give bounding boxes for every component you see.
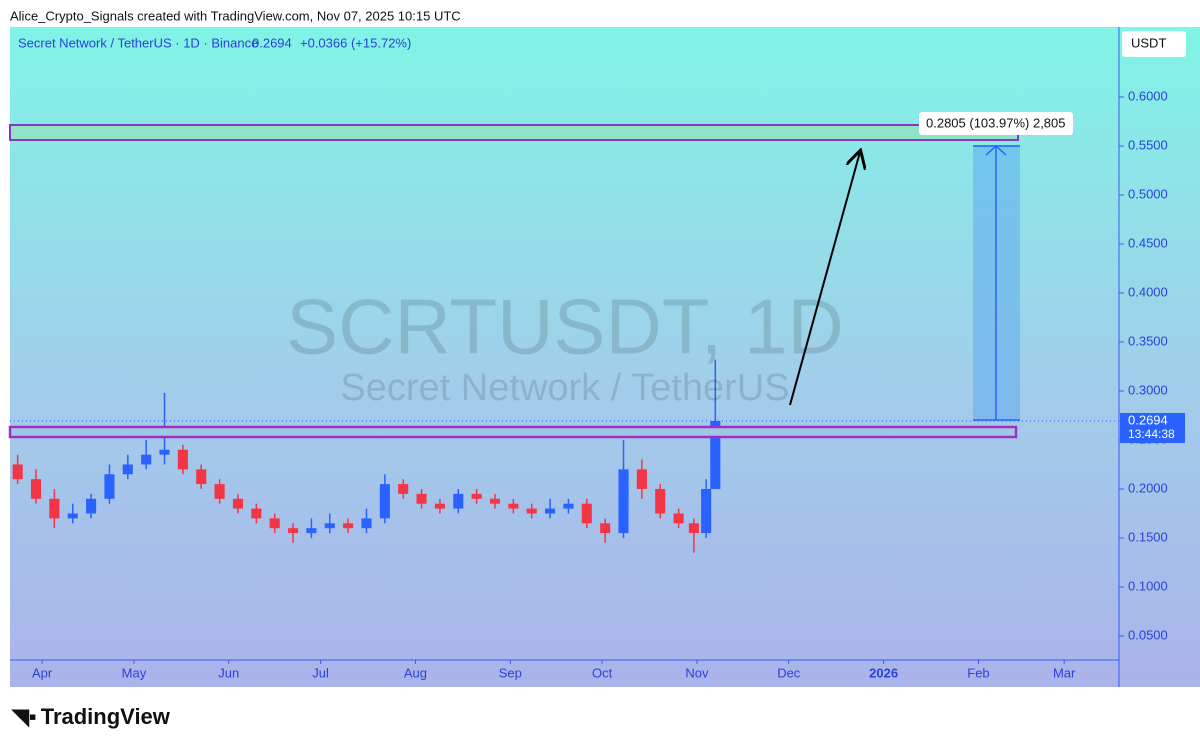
y-tick-label: 0.5500	[1128, 137, 1168, 152]
candle-body	[86, 498, 97, 514]
y-tick-label: 0.5000	[1128, 186, 1168, 201]
support-zone	[8, 425, 1018, 439]
candle-body	[398, 484, 409, 494]
x-tick-label: Sep	[499, 665, 522, 680]
candle-body	[12, 464, 23, 480]
x-tick-label: May	[122, 665, 147, 680]
candle-body	[471, 493, 482, 499]
candle-body	[489, 498, 501, 504]
candle-body	[434, 503, 445, 509]
candle-body	[508, 503, 519, 509]
candle-body	[545, 508, 556, 514]
currency-button[interactable]	[1122, 31, 1186, 57]
x-tick-label: Mar	[1053, 665, 1076, 680]
candle-body	[324, 523, 335, 529]
last-price: 0.2694	[252, 35, 292, 50]
candle-body	[122, 464, 133, 475]
x-tick-label: Feb	[967, 665, 989, 680]
candle-body	[526, 508, 537, 514]
header: Alice_Crypto_Signals created with Tradin…	[10, 8, 461, 23]
candle-body	[104, 474, 115, 499]
candle-body	[214, 484, 225, 499]
candle-body	[453, 493, 464, 509]
candle-body	[67, 513, 78, 519]
currency[interactable]: USDT	[1131, 35, 1166, 50]
candle-body	[563, 503, 574, 509]
measure-label-box	[919, 112, 1073, 135]
candle-body	[251, 508, 262, 519]
plot	[12, 359, 721, 553]
footer-logo: ◥▪ TradingView	[11, 704, 171, 729]
x-tick-label: Jul	[312, 665, 329, 680]
candle-body	[159, 449, 170, 455]
resistance-zone	[9, 124, 1019, 141]
y-tick-label: 0.3500	[1128, 333, 1168, 348]
last-price-label: 0.2694	[1128, 412, 1168, 427]
candle-body	[688, 523, 699, 534]
x-tick-label: Oct	[592, 665, 613, 680]
candle-body	[343, 523, 354, 529]
candle-body	[361, 518, 372, 529]
candle-body	[581, 503, 592, 524]
candle-body	[196, 469, 207, 485]
y-tick-label: 0.3000	[1128, 382, 1168, 397]
last-price-box	[1120, 412, 1185, 443]
projection-arrow	[789, 152, 860, 406]
candle-body	[416, 493, 427, 504]
x-tick-label: 2026	[869, 665, 898, 680]
countdown: 13:44:38	[1128, 427, 1175, 441]
candle-body	[636, 469, 647, 489]
y-tick-label: 0.1000	[1128, 578, 1168, 593]
candle-body	[306, 528, 317, 534]
candle-body	[701, 488, 712, 534]
candle-body	[177, 449, 188, 470]
y-tick-label: 0.6000	[1128, 88, 1168, 103]
candle-body	[673, 513, 684, 524]
watermark-name: Secret Network / TetherUS	[340, 367, 789, 409]
candle-body	[618, 469, 629, 534]
y-tick-label: 0.4000	[1128, 284, 1168, 299]
candle-body	[710, 420, 721, 489]
candle-body	[232, 498, 244, 509]
candle-body	[49, 498, 60, 519]
logo-text: TradingView	[41, 704, 171, 729]
x-tick-label: Nov	[685, 665, 709, 680]
y-tick-label: 0.4500	[1128, 235, 1168, 250]
x-tick-label: Dec	[777, 665, 801, 680]
candle-body	[269, 518, 280, 529]
symbol-info: Secret Network / TetherUS · 1D · Binance	[18, 35, 258, 50]
x-tick-label: Apr	[32, 665, 53, 680]
candle-body	[141, 454, 152, 465]
candle-body	[600, 523, 611, 534]
x-tick-label: Aug	[404, 665, 427, 680]
logo-icon: ◥▪	[11, 704, 37, 729]
candle-body	[655, 488, 666, 514]
y-tick-label: 0.1500	[1128, 529, 1168, 544]
price-change: +0.0366 (+15.72%)	[300, 35, 411, 50]
candle-body	[287, 528, 299, 534]
x-tick-label: Jun	[218, 665, 239, 680]
watermark-symbol: SCRTUSDT, 1D	[286, 283, 844, 371]
measure-label: 0.2805 (103.97%) 2,805	[926, 115, 1066, 130]
candle-body	[379, 484, 390, 519]
candle-body	[30, 479, 42, 499]
y-tick-label: 0.0500	[1128, 627, 1168, 642]
y-tick-label: 0.2000	[1128, 480, 1168, 495]
